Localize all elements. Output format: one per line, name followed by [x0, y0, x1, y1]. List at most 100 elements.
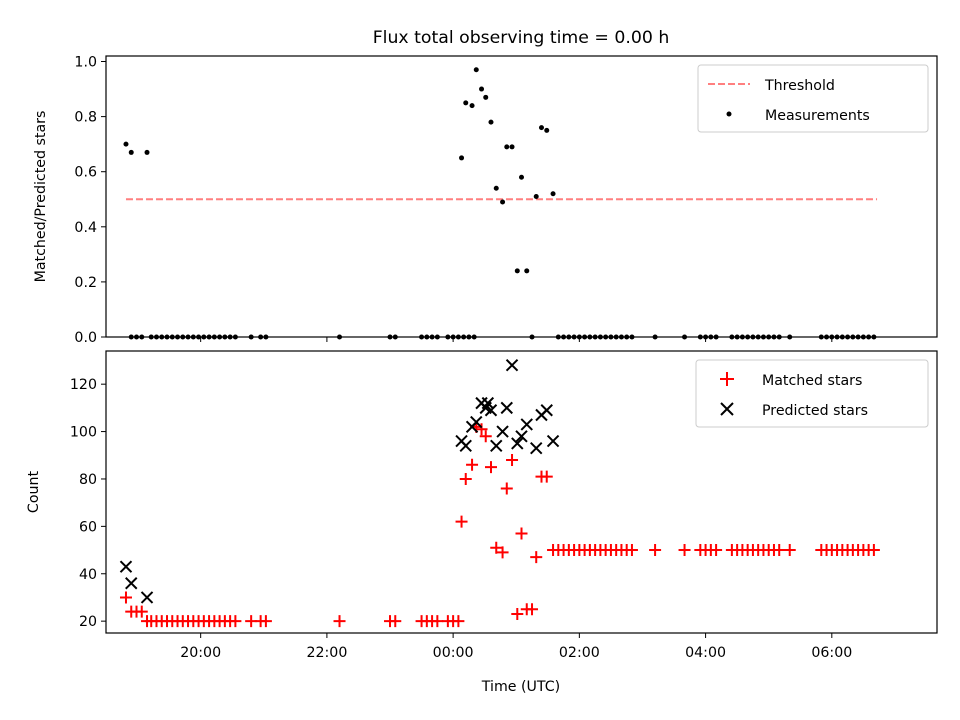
- matched-star-point: [515, 527, 528, 540]
- matched-legend-marker: [720, 372, 734, 386]
- measurement-point: [514, 268, 520, 274]
- predicted-star-point: [520, 418, 533, 431]
- predicted-star-point: [459, 439, 472, 452]
- x-tick-label: 20:00: [180, 645, 221, 661]
- matched-star-point: [540, 470, 553, 483]
- measurements-legend-label: Measurements: [765, 108, 870, 124]
- x-tick-label: 02:00: [559, 645, 600, 661]
- matched-star-point: [479, 430, 492, 443]
- measurement-point: [524, 268, 530, 274]
- measurement-point: [544, 127, 550, 133]
- matched-star-point: [484, 461, 497, 474]
- count-plot-frame: [105, 350, 938, 634]
- matched-star-point: [475, 423, 488, 436]
- measurement-point: [459, 155, 465, 161]
- matched-star-point: [649, 544, 662, 557]
- measurement-point: [123, 141, 129, 147]
- ratio-legend-box: [697, 64, 929, 133]
- predicted-star-point: [481, 396, 495, 410]
- count-ylabel: Count: [26, 471, 42, 514]
- chart-title: Flux total observing time = 0.00 h: [373, 28, 670, 48]
- y-tick-label: 0.4: [74, 220, 97, 236]
- count-panel: 20:00 22:00 00:00 02:00 04:00 06:00 20 40 60 80 1…: [26, 350, 938, 661]
- matched-legend-label: Matched stars: [762, 373, 862, 389]
- predicted-star-point: [484, 404, 498, 417]
- matched-star-point: [455, 515, 468, 528]
- measurement-point: [504, 144, 510, 150]
- matched-star-point: [500, 482, 513, 495]
- predicted-legend-label: Predicted stars: [762, 403, 868, 419]
- measurement-point: [469, 103, 475, 109]
- measurement-point: [144, 149, 150, 155]
- measurement-point: [550, 191, 556, 197]
- ratio-panel: 0.0 0.2 0.4 0.6 0.8 1.0 Matched/Predicted sta…: [33, 55, 938, 346]
- measurement-point: [533, 194, 539, 199]
- x-tick-label: 06:00: [811, 645, 852, 661]
- matched-star-point: [431, 615, 444, 628]
- x-tick-label: 04:00: [685, 645, 726, 661]
- predicted-star-point: [500, 401, 513, 415]
- threshold-legend-label: Threshold: [764, 78, 835, 94]
- matched-star-point: [229, 615, 242, 628]
- measurement-point: [500, 199, 506, 205]
- predicted-star-point: [496, 425, 509, 438]
- y-tick-label: 80: [79, 472, 97, 488]
- matched-star-point: [452, 615, 465, 628]
- matched-star-point: [490, 541, 503, 554]
- measurement-point: [483, 94, 489, 100]
- ratio-plot-frame: [105, 55, 938, 338]
- measurement-point: [488, 119, 494, 125]
- count-legend-box: [695, 359, 929, 428]
- matched-star-point: [459, 472, 472, 485]
- measurement-point: [538, 125, 544, 131]
- matched-star-point: [710, 544, 723, 557]
- x-axis-label: Time (UTC): [481, 679, 560, 695]
- predicted-star-point: [470, 415, 483, 429]
- x-tick-label: 00:00: [433, 645, 474, 661]
- predicted-star-point: [546, 434, 560, 448]
- matched-star-point: [625, 544, 638, 557]
- matched-star-point: [119, 591, 132, 604]
- matched-star-point: [867, 544, 880, 557]
- matched-star-point: [773, 544, 786, 557]
- predicted-star-point: [140, 591, 154, 604]
- x-tick-label: 22:00: [306, 645, 347, 661]
- matched-star-point: [389, 615, 402, 628]
- predicted-star-point: [119, 560, 133, 573]
- ratio-ylabel: Matched/Predicted stars: [33, 111, 49, 283]
- matched-star-point: [678, 544, 691, 557]
- ratio-legend: Threshold Measurements: [697, 64, 929, 133]
- predicted-star-point: [511, 437, 524, 450]
- measurement-point: [493, 185, 499, 191]
- measurement-point: [519, 174, 524, 180]
- predicted-star-point: [490, 439, 503, 452]
- matched-star-point: [530, 551, 543, 564]
- predicted-star-point: [125, 577, 138, 590]
- measurement-point: [509, 144, 515, 150]
- matched-star-point: [783, 544, 796, 557]
- y-tick-label: 0.0: [74, 330, 97, 346]
- matched-star-point: [496, 546, 509, 559]
- count-legend: Matched stars Predicted stars: [695, 359, 929, 428]
- y-tick-label: 20: [79, 614, 97, 630]
- matched-star-point: [506, 454, 519, 467]
- measurement-point: [128, 149, 134, 155]
- predicted-star-point: [530, 441, 543, 455]
- y-tick-label: 60: [79, 519, 97, 535]
- y-tick-label: 0.6: [74, 165, 97, 181]
- matched-star-point: [259, 615, 272, 628]
- measurement-point: [479, 86, 485, 92]
- y-tick-label: 0.2: [74, 275, 97, 291]
- predicted-star-point: [540, 404, 553, 417]
- y-tick-label: 1.0: [74, 55, 97, 71]
- y-tick-label: 40: [79, 567, 97, 583]
- predicted-legend-marker: [720, 402, 734, 416]
- matched-star-point: [135, 605, 148, 618]
- measurement-point: [463, 100, 469, 106]
- matched-star-point: [333, 615, 346, 628]
- predicted-star-point: [505, 359, 519, 372]
- matched-star-point: [526, 603, 539, 616]
- y-tick-label: 0.8: [74, 110, 97, 126]
- matched-star-point: [466, 458, 479, 471]
